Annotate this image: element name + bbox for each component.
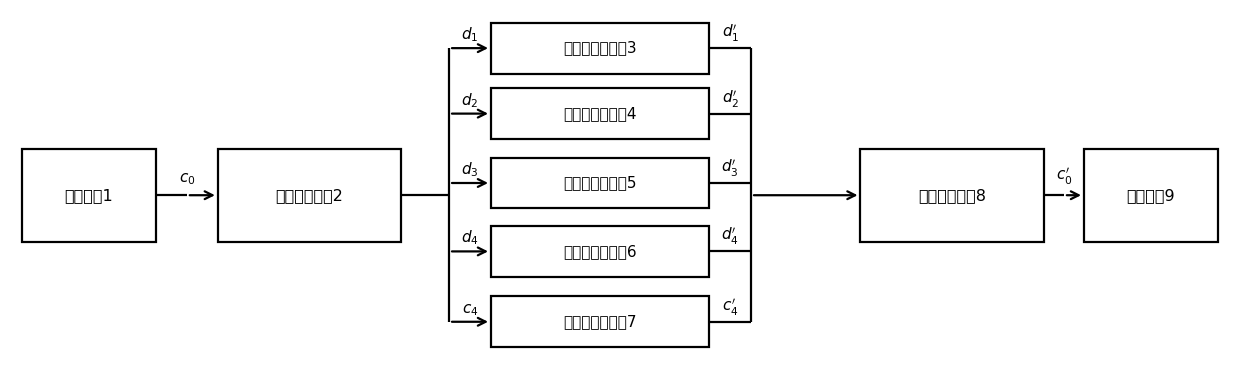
Bar xyxy=(491,158,709,208)
Text: $c_0$: $c_0$ xyxy=(179,172,195,187)
Text: $d_{2}$: $d_{2}$ xyxy=(461,91,479,110)
Text: $d_{4}'$: $d_{4}'$ xyxy=(722,227,739,247)
Text: 输入模块1: 输入模块1 xyxy=(64,188,114,203)
Bar xyxy=(22,149,156,242)
Text: 小波重构模块8: 小波重构模块8 xyxy=(919,188,986,203)
Text: $d_{1}'$: $d_{1}'$ xyxy=(722,23,739,44)
Text: 第一类预测模块6: 第一类预测模块6 xyxy=(563,244,637,259)
Text: $c_{4}'$: $c_{4}'$ xyxy=(722,297,739,318)
Bar xyxy=(1084,149,1218,242)
Text: $c_0'$: $c_0'$ xyxy=(1055,166,1073,187)
Text: 小波变换模块2: 小波变换模块2 xyxy=(275,188,343,203)
Bar xyxy=(491,88,709,139)
Text: 第一类预测模块3: 第一类预测模块3 xyxy=(563,41,637,56)
Text: $d_{3}$: $d_{3}$ xyxy=(461,160,479,179)
Bar xyxy=(491,296,709,347)
Bar xyxy=(218,149,402,242)
Text: $d_{1}$: $d_{1}$ xyxy=(461,26,479,44)
Text: $d_{2}'$: $d_{2}'$ xyxy=(722,89,739,110)
Bar xyxy=(491,23,709,74)
Text: $c_{4}$: $c_{4}$ xyxy=(461,302,479,318)
Text: 第一类预测模块5: 第一类预测模块5 xyxy=(563,176,637,190)
Text: $d_{4}$: $d_{4}$ xyxy=(461,229,479,247)
Text: 第二类预测模块7: 第二类预测模块7 xyxy=(563,314,637,329)
Text: $d_{3}'$: $d_{3}'$ xyxy=(722,158,739,179)
Bar xyxy=(491,226,709,277)
Bar xyxy=(861,149,1044,242)
Text: 第一类预测模块4: 第一类预测模块4 xyxy=(563,106,637,121)
Text: 输出模块9: 输出模块9 xyxy=(1127,188,1176,203)
